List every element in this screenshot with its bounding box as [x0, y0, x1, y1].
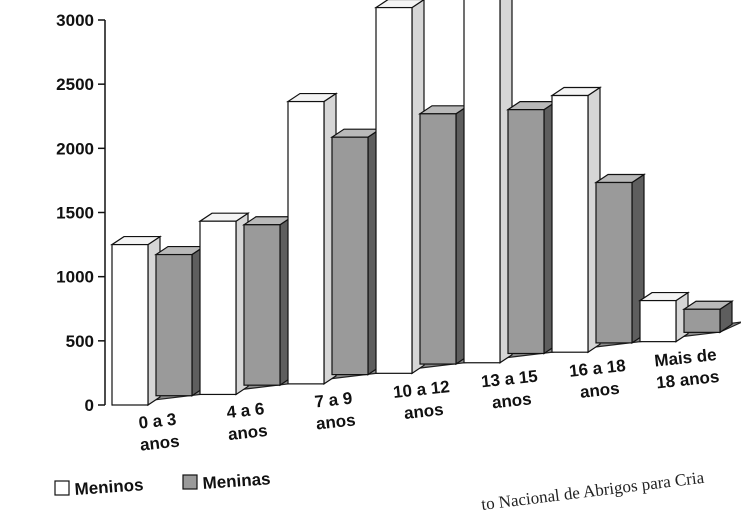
bar-meninos — [374, 0, 425, 375]
bar-meninos-front — [111, 243, 149, 406]
bar-meninas — [682, 300, 734, 334]
x-category-label: anos — [491, 389, 532, 412]
x-category-label: 7 a 9 — [314, 389, 354, 412]
bar-meninos — [286, 92, 338, 386]
footer-caption: to Nacional de Abrigos para Cria — [480, 468, 705, 514]
bar-meninos — [198, 212, 250, 396]
bar-meninos — [638, 291, 690, 343]
x-category-label: 18 anos — [655, 367, 720, 393]
x-category-label: 13 a 15 — [480, 367, 538, 392]
x-category-label: anos — [315, 410, 356, 433]
bar-meninos-front — [639, 299, 677, 343]
x-category-label: Mais de — [653, 345, 717, 370]
legend-swatch-meninos — [54, 480, 70, 496]
y-tick-label: 2500 — [56, 75, 94, 94]
bar-meninas-front — [155, 253, 193, 397]
x-category-label: anos — [403, 400, 444, 423]
legend-label-meninos: Meninos — [74, 475, 144, 499]
y-tick-label: 500 — [66, 332, 94, 351]
bar-meninos-front — [551, 94, 589, 353]
bar-meninos — [463, 0, 513, 364]
legend-label-meninas: Meninas — [202, 469, 271, 493]
bar-meninos-front — [199, 220, 237, 396]
bar-meninos-front — [287, 100, 325, 385]
x-category-label: 4 a 6 — [226, 399, 266, 422]
bar-meninas-front — [419, 113, 457, 365]
bar-meninos — [110, 235, 162, 407]
y-tick-label: 1000 — [56, 268, 94, 287]
x-category-label: 16 a 18 — [568, 356, 626, 381]
bar-meninas-front — [595, 181, 633, 344]
x-category-label: anos — [227, 421, 268, 444]
bar-meninas — [594, 173, 646, 345]
bar-meninos — [550, 86, 602, 354]
bar-meninas — [242, 215, 294, 387]
x-category-label: 0 a 3 — [138, 410, 178, 433]
y-tick-label: 1500 — [56, 204, 94, 223]
bar-meninos-front — [375, 6, 413, 374]
legend: Meninos Meninas — [54, 469, 271, 499]
bar-meninas-front — [683, 308, 721, 333]
y-tick-label: 3000 — [56, 11, 94, 30]
y-axis: 0 500 1000 1500 2000 2500 3000 — [56, 11, 106, 415]
bar-meninas — [418, 104, 470, 366]
bar-meninas — [330, 128, 382, 376]
y-tick-label: 2000 — [56, 139, 94, 158]
bar-meninos-front — [463, 0, 501, 364]
bar-meninas-front — [243, 224, 281, 386]
x-category-label: anos — [579, 379, 620, 402]
bar-meninas-front — [331, 136, 369, 376]
x-category-label: anos — [139, 432, 180, 455]
bar-meninas — [506, 100, 558, 355]
bars-group — [110, 0, 734, 407]
x-category-label: 10 a 12 — [392, 377, 450, 402]
y-tick-label: 0 — [85, 396, 94, 415]
legend-swatch-meninas — [182, 474, 198, 490]
bar-meninas — [154, 245, 206, 397]
bar-meninas-front — [507, 109, 545, 355]
